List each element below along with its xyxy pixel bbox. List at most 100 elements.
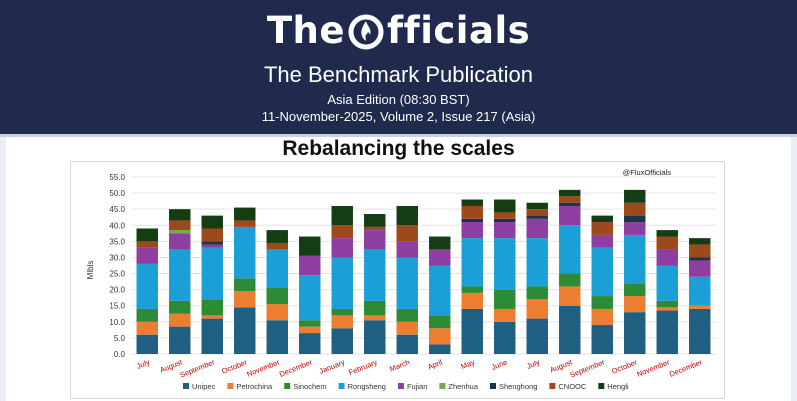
legend-label: Hengli <box>607 382 629 391</box>
chart-gridlines <box>131 176 716 355</box>
bar-segment-rongsheng <box>526 238 548 287</box>
brand-text-post: fficials <box>387 9 531 52</box>
y-tick-label: 5.0 <box>114 334 126 343</box>
x-tick-label: February <box>347 357 378 377</box>
edition-line: Asia Edition (08:30 BST) <box>327 92 470 107</box>
y-tick-label: 0.0 <box>114 350 126 359</box>
y-tick-label: 15.0 <box>109 302 125 311</box>
bar-segment-cnooc <box>169 220 191 231</box>
bar-segment-rongsheng <box>494 238 516 290</box>
bar-segment-petrochina <box>364 315 386 321</box>
bar-segment-rongsheng <box>136 263 158 309</box>
bar-segment-unipec <box>234 307 256 354</box>
x-tick-label: September <box>179 357 217 379</box>
bar-segment-shenghong <box>624 215 646 223</box>
bar-segment-rongsheng <box>201 247 223 300</box>
bar-segment-hengli <box>266 230 288 243</box>
bar-segment-hengli <box>364 214 386 227</box>
bar-segment-sinochem <box>559 273 581 287</box>
bar-segment-fujian <box>689 260 711 277</box>
bar-segment-rongsheng <box>364 249 386 301</box>
legend-label: Sinochem <box>293 382 326 391</box>
bar-segment-hengli <box>591 215 613 223</box>
bar-segment-unipec <box>364 320 386 354</box>
bar-segment-fujian <box>559 205 581 226</box>
legend-swatch <box>227 383 234 389</box>
bar-segment-hengli <box>689 238 711 245</box>
bar-segment-sinochem <box>136 308 158 322</box>
publication-title: The Benchmark Publication <box>263 62 534 87</box>
bar-segment-hengli <box>559 189 581 197</box>
bar-segment-rongsheng <box>461 238 483 287</box>
bar-segment-sinochem <box>299 320 321 327</box>
y-tick-label: 30.0 <box>109 253 125 262</box>
bar-segment-petrochina <box>689 305 711 309</box>
bar-segment-fujian <box>624 222 646 235</box>
bar-segment-hengli <box>494 199 516 213</box>
bar-segment-petrochina <box>201 315 223 319</box>
bar-segment-unipec <box>591 325 613 354</box>
right-margin <box>791 137 797 401</box>
bar-stacks <box>136 189 711 354</box>
bar-segment-rongsheng <box>299 275 321 321</box>
bar-segment-sinochem <box>591 296 613 309</box>
y-tick-label: 35.0 <box>109 237 125 246</box>
bar-segment-cnooc <box>234 220 256 227</box>
bar-segment-unipec <box>299 333 321 354</box>
bar-segment-rongsheng <box>559 225 581 274</box>
x-tick-label: May <box>459 357 476 371</box>
bar-segment-sinochem <box>396 308 418 322</box>
x-tick-label: June <box>490 358 508 372</box>
legend-swatch <box>598 383 605 389</box>
bar-segment-fujian <box>201 244 223 248</box>
legend-label: Rongsheng <box>348 382 386 391</box>
bar-segment-cnooc <box>136 241 158 248</box>
bar-segment-petrochina <box>169 313 191 327</box>
legend-swatch <box>490 383 496 389</box>
bar-segment-cnooc <box>396 225 418 242</box>
bar-segment-petrochina <box>591 308 613 326</box>
bar-segment-petrochina <box>331 315 353 329</box>
bar-segment-cnooc <box>331 225 353 239</box>
y-axis-ticks: 0.0 5.0 10.0 15.0 20.0 25.0 30.0 35.0 40.0 45.0 50… <box>109 173 125 359</box>
x-tick-label: October <box>220 357 249 376</box>
chart-container: @FluxOfficials 0.0 5.0 10.0 15.0 20.0 25.0 30.… <box>70 161 725 399</box>
bar-segment-rongsheng <box>624 234 646 284</box>
bar-segment-cnooc <box>591 222 613 235</box>
bar-segment-fujian <box>169 233 191 250</box>
stacked-bar-chart: @FluxOfficials 0.0 5.0 10.0 15.0 20.0 25.0 30.… <box>86 168 716 391</box>
bar-segment-fujian <box>591 234 613 248</box>
chart-legend: Unipec Petrochina Sinochem Rongsheng Fujian Z… <box>183 382 629 391</box>
bar-segment-sinochem <box>331 308 353 316</box>
header-banner: The fficials The Benchmark Publication A… <box>0 0 797 134</box>
brand-text-pre: The <box>266 9 345 52</box>
legend-swatch <box>284 383 291 389</box>
bar-segment-rongsheng <box>689 276 711 306</box>
bar-segment-hengli <box>331 205 353 226</box>
bar-segment-cnooc <box>266 242 288 250</box>
bar-segment-petrochina <box>266 304 288 321</box>
y-axis-label: Mlbls <box>86 261 95 280</box>
y-tick-label: 40.0 <box>109 221 125 230</box>
legend-label: Shenghong <box>499 382 537 391</box>
bar-segment-cnooc <box>461 205 483 219</box>
bar-segment-hengli <box>234 207 256 221</box>
bar-segment-unipec <box>396 334 418 354</box>
x-tick-label: July <box>525 357 541 370</box>
bar-segment-unipec <box>429 344 451 354</box>
bar-segment-petrochina <box>136 321 158 335</box>
bar-segment-hengli <box>299 236 321 256</box>
bar-segment-unipec <box>201 318 223 354</box>
bar-segment-fujian <box>136 247 158 264</box>
bar-segment-shenghong <box>461 218 483 223</box>
bar-segment-cnooc <box>526 209 548 216</box>
bar-segment-fujian <box>299 255 321 276</box>
bar-segment-shenghong <box>559 202 581 206</box>
left-margin <box>0 137 6 401</box>
bar-segment-fujian <box>331 238 353 258</box>
y-tick-label: 45.0 <box>109 205 125 214</box>
bar-segment-unipec <box>494 321 516 354</box>
legend-label: Petrochina <box>236 382 273 391</box>
bar-segment-rongsheng <box>266 249 288 289</box>
